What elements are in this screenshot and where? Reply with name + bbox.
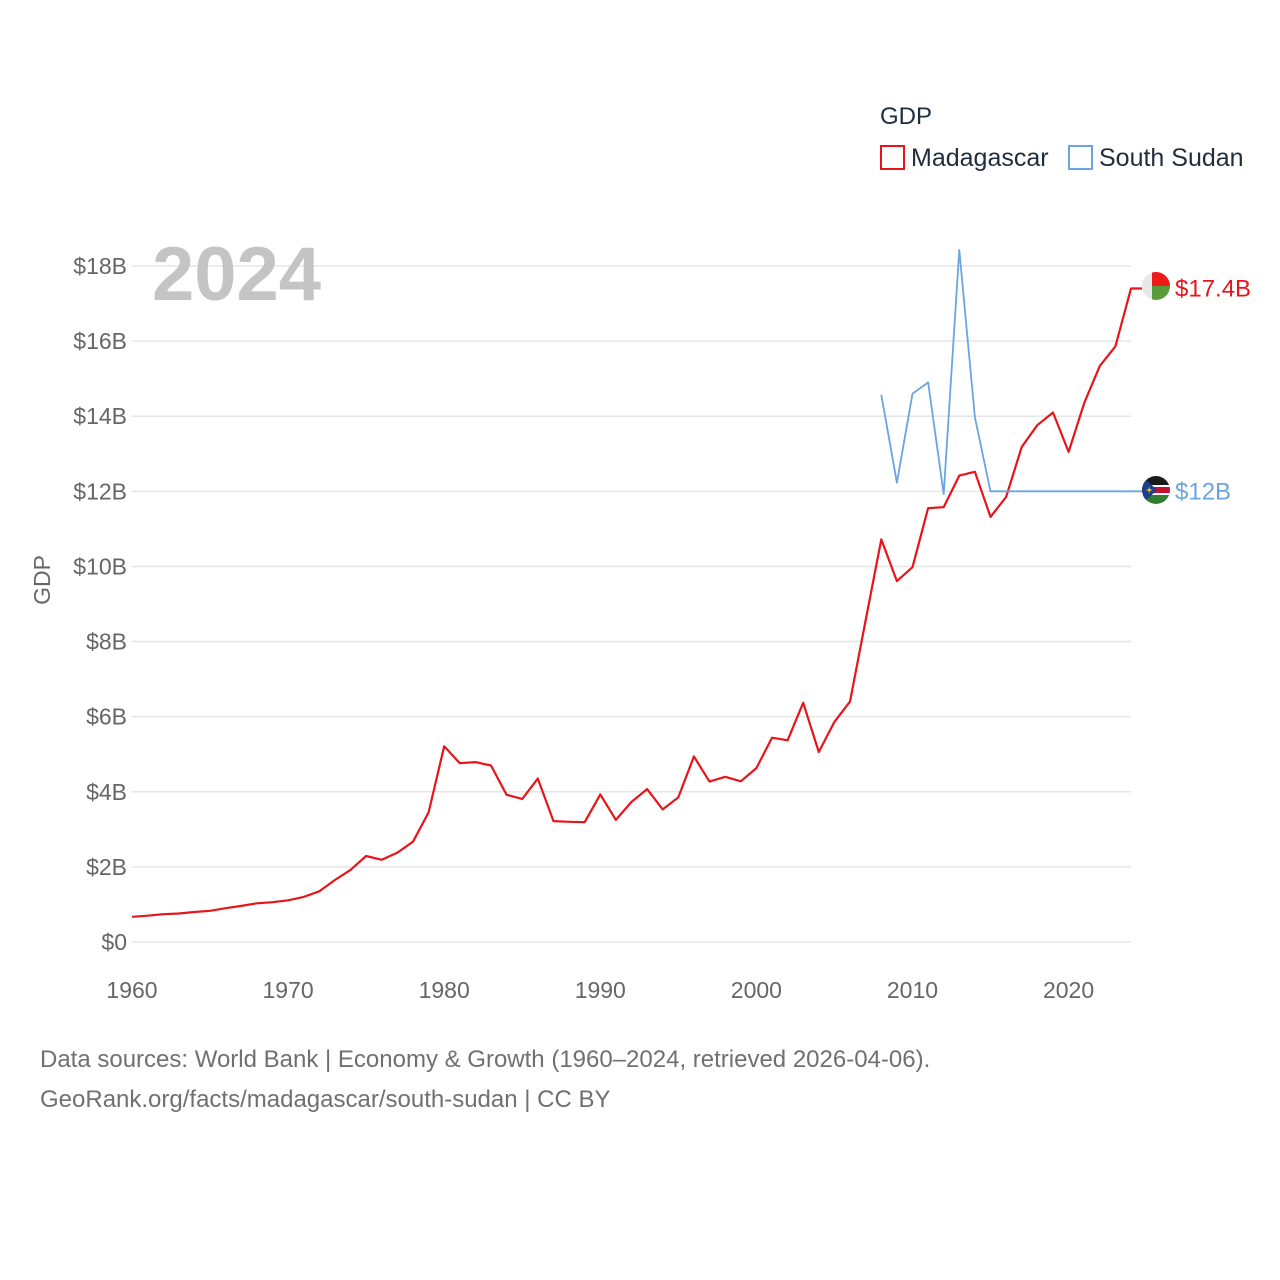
end-label-madagascar: $17.4B	[1175, 276, 1251, 303]
y-tick-label: $14B	[73, 403, 127, 429]
y-tick-label: $16B	[73, 328, 127, 354]
y-axis-ticks: $0 $2B $4B $6B $8B $10B $12B $14B $16B $18B	[73, 253, 127, 955]
end-labels: $17.4B $12B	[1175, 276, 1251, 506]
legend: GDP Madagascar South Sudan	[880, 103, 1244, 172]
y-tick-label: $8B	[86, 629, 127, 655]
south-sudan-flag-icon	[1142, 476, 1170, 504]
x-tick-label: 2010	[887, 977, 938, 1003]
y-tick-label: $10B	[73, 553, 127, 579]
year-label: 2024	[152, 232, 321, 317]
source-note: Data sources: World Bank | Economy & Gro…	[40, 1040, 930, 1120]
y-tick-label: $12B	[73, 478, 127, 504]
series-lines	[131, 248, 1142, 918]
x-tick-label: 1990	[575, 977, 626, 1003]
y-tick-label: $18B	[73, 253, 127, 279]
y-tick-label: $0	[101, 929, 127, 955]
legend-swatch-madagascar[interactable]	[880, 145, 905, 170]
source-line-1: Data sources: World Bank | Economy & Gro…	[40, 1046, 931, 1073]
grid-lines	[132, 265, 1131, 943]
madagascar-flag-icon	[1142, 272, 1170, 300]
legend-label-south-sudan[interactable]: South Sudan	[1099, 144, 1244, 172]
y-tick-label: $4B	[86, 779, 127, 805]
x-axis-ticks: 1960 1970 1980 1990 2000 2010 2020	[106, 977, 1094, 1003]
end-label-south-sudan: $12B	[1175, 478, 1231, 505]
source-line-2: GeoRank.org/facts/madagascar/south-sudan…	[40, 1086, 611, 1113]
legend-title: GDP	[880, 103, 932, 130]
x-tick-label: 1970	[263, 977, 314, 1003]
series-line-madagascar[interactable]	[131, 287, 1142, 918]
x-tick-label: 1960	[106, 977, 157, 1003]
x-tick-label: 2020	[1043, 977, 1094, 1003]
legend-swatch-south-sudan[interactable]	[1068, 145, 1093, 170]
x-tick-label: 1980	[419, 977, 470, 1003]
y-tick-label: $2B	[86, 854, 127, 880]
x-tick-label: 2000	[731, 977, 782, 1003]
legend-label-madagascar[interactable]: Madagascar	[911, 144, 1049, 172]
series-line-south-sudan[interactable]	[880, 248, 1142, 495]
y-tick-label: $6B	[86, 704, 127, 730]
y-axis-title: GDP	[29, 555, 55, 605]
